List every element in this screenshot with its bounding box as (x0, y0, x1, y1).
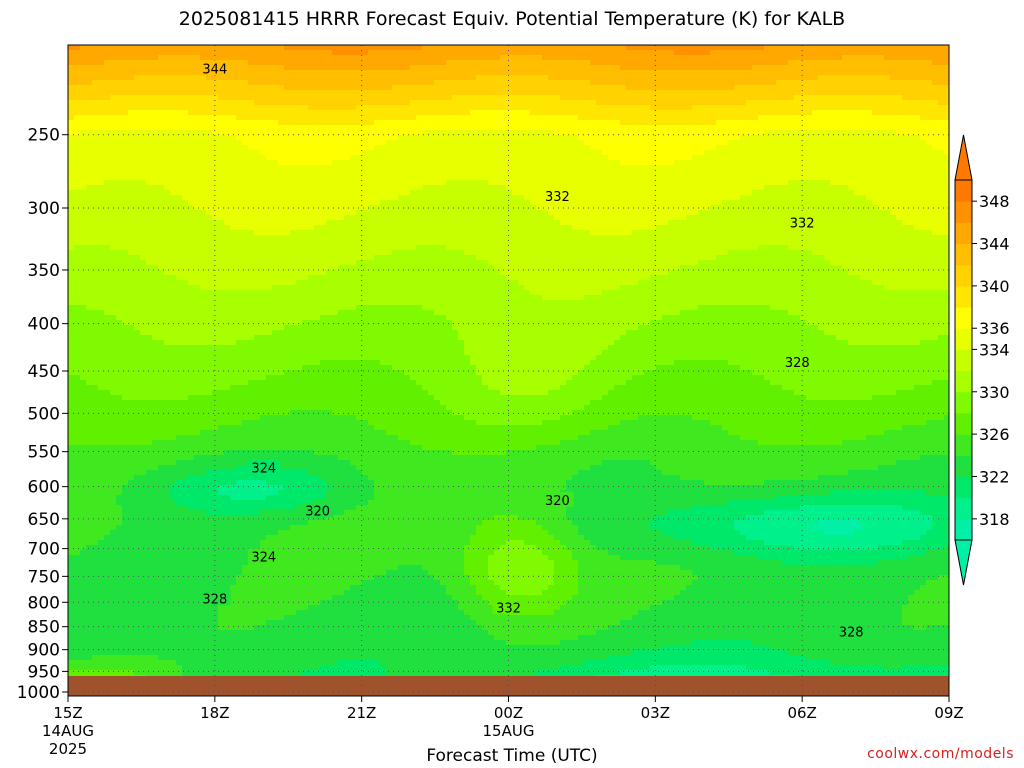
colorbar-swatch (955, 391, 972, 414)
contour-label: 344 (198, 60, 231, 77)
colorbar-swatch (955, 264, 972, 287)
y-tick-label: 450 (28, 362, 60, 382)
contour-label: 320 (301, 502, 334, 520)
grid (67, 45, 950, 696)
x-tick-label: 03Z (641, 704, 670, 722)
x-tick-label: 06Z (787, 704, 816, 722)
x-tick-sublabel: 2025 (49, 740, 87, 758)
y-tick-label: 550 (28, 443, 60, 463)
contour-label: 320 (541, 491, 574, 509)
contour-label: 324 (247, 459, 280, 476)
x-tick-label: 21Z (347, 704, 376, 722)
colorbar-swatch (955, 497, 972, 520)
contour-label: 328 (781, 353, 814, 371)
x-tick-label: 09Z (934, 704, 963, 722)
colorbar-swatch (955, 243, 972, 266)
contour-label: 332 (786, 214, 819, 231)
contour-label: 328 (835, 623, 868, 640)
y-tick-label: 1000 (17, 683, 60, 703)
colorbar-swatch (955, 201, 972, 223)
colorbar-min-arrow (954, 539, 973, 586)
y-tick-label: 850 (28, 618, 60, 638)
colorbar-label: 340 (979, 277, 1010, 296)
contour-label: 324 (247, 548, 280, 566)
y-tick-label: 250 (28, 126, 60, 146)
colorbar-label: 326 (979, 425, 1010, 444)
colorbar-swatch (955, 307, 972, 329)
colorbar-swatch (955, 285, 972, 308)
x-tick-label: 00Z (494, 704, 523, 722)
source-watermark: coolwx.com/models (867, 746, 1014, 762)
y-tick-label: 900 (28, 641, 60, 661)
colorbar-swatch (955, 222, 972, 245)
y-tick-label: 700 (28, 540, 60, 560)
x-tick-sublabel: 14AUG (42, 722, 94, 740)
colorbar-swatch (955, 349, 972, 372)
y-tick-label: 350 (28, 261, 60, 281)
colorbar-frame (954, 179, 973, 541)
x-tick-label: 15Z (53, 704, 82, 722)
y-tick-label: 400 (28, 315, 60, 335)
x-axis-title: Forecast Time (UTC) (426, 746, 598, 766)
colorbar-label: 318 (979, 510, 1010, 529)
contour-label: 328 (198, 590, 231, 607)
y-tick-label: 600 (28, 478, 60, 498)
colorbar-label: 344 (979, 235, 1010, 254)
contour-label: 332 (492, 599, 525, 616)
y-tick-label: 650 (28, 510, 60, 530)
x-tick-sublabel: 15AUG (483, 722, 535, 740)
chart-title: 2025081415 HRRR Forecast Equiv. Potentia… (178, 8, 846, 30)
colorbar-label: 330 (979, 383, 1010, 402)
colorbar-swatch (955, 518, 972, 541)
colorbar-max-arrow (954, 134, 973, 181)
colorbar-label: 336 (979, 319, 1010, 338)
colorbar-swatch (955, 370, 972, 393)
colorbar-swatch (955, 180, 972, 202)
colorbar: 318 322 326 330 334 336 340 344 348 (954, 134, 1010, 586)
colorbar-swatch (955, 328, 972, 350)
colorbar-label: 348 (979, 192, 1010, 211)
colorbar-label: 334 (979, 340, 1010, 359)
contour-label: 332 (541, 187, 574, 205)
x-tick-label: 18Z (200, 704, 229, 722)
y-tick-label: 800 (28, 593, 60, 613)
colorbar-swatch (955, 434, 972, 456)
y-tick-label: 950 (28, 662, 60, 682)
y-tick-label: 750 (28, 567, 60, 587)
y-tick-label: 300 (28, 199, 60, 219)
colorbar-label: 322 (979, 467, 1010, 486)
colorbar-swatch (955, 412, 972, 435)
colorbar-swatch (955, 455, 972, 477)
colorbar-swatch (955, 476, 972, 499)
y-tick-label: 500 (28, 404, 60, 424)
